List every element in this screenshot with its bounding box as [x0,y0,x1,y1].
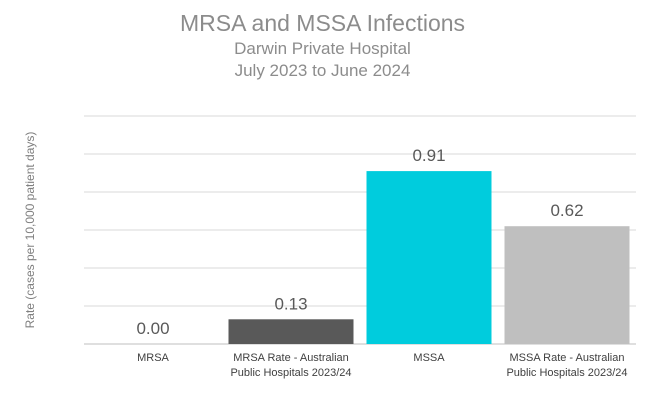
chart-subtitle-1: Darwin Private Hospital [234,39,411,58]
data-label: 0.13 [274,294,307,313]
data-label: 0.62 [550,201,583,220]
x-tick-label: MSSA Rate - Australian [510,352,625,364]
data-label: 0.91 [412,146,445,165]
bar [504,226,630,344]
x-tick-label: Public Hospitals 2023/24 [506,367,627,379]
bar [366,171,492,344]
x-tick-label: MRSA Rate - Australian [233,352,349,364]
chart-titles: MRSA and MSSA Infections Darwin Private … [0,8,645,82]
chart-title: MRSA and MSSA Infections [179,10,466,36]
data-label: 0.00 [136,319,169,338]
chart-subtitle-2: July 2023 to June 2024 [234,61,411,80]
x-tick-label: MSSA [413,352,445,364]
bar [228,319,354,344]
x-tick-label: MRSA [137,352,169,364]
x-tick-label: Public Hospitals 2023/24 [230,367,351,379]
